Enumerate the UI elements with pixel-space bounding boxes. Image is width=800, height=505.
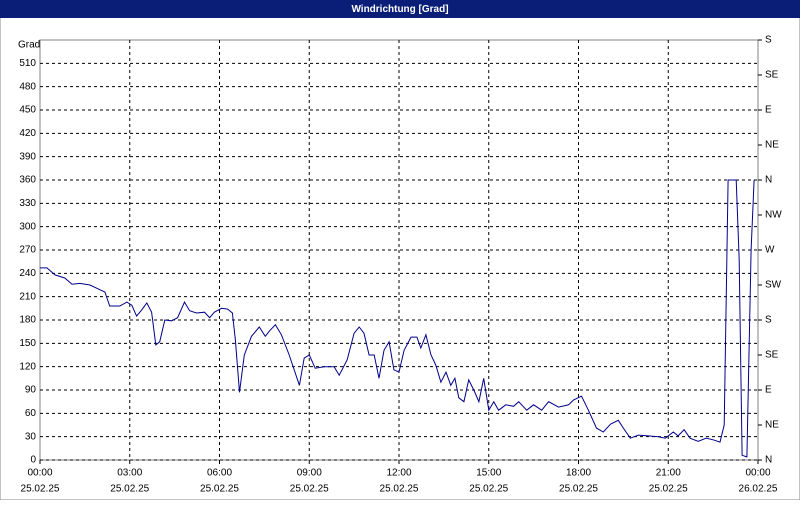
y-tick-label: 330: [19, 198, 36, 209]
y-tick-label: 240: [19, 268, 36, 279]
x-tick-date: 25.02.25: [469, 484, 508, 495]
y-tick-label: 390: [19, 151, 36, 162]
x-tick-date: 25.02.25: [559, 484, 598, 495]
y2-tick-label: S: [765, 35, 772, 46]
x-tick-date: 25.02.25: [110, 484, 149, 495]
x-tick-label: 21:00: [656, 468, 681, 479]
x-tick-label: 06:00: [207, 468, 232, 479]
y2-tick-label: W: [765, 245, 775, 256]
y2-tick-label: SE: [765, 70, 779, 81]
y-tick-label: 90: [25, 385, 37, 396]
data-line: [40, 179, 755, 458]
y2-tick-label: NE: [765, 420, 779, 431]
y-tick-label: 450: [19, 105, 36, 116]
y-tick-label: 30: [25, 431, 37, 442]
title-bar: [0, 0, 800, 18]
y-tick-label: 300: [19, 221, 36, 232]
x-tick-date: 25.02.25: [649, 484, 688, 495]
x-tick-label: 12:00: [386, 468, 411, 479]
y2-tick-label: NE: [765, 140, 779, 151]
y-tick-label: 180: [19, 315, 36, 326]
y-tick-label: 510: [19, 58, 36, 69]
chart-title: Windrichtung [Grad]: [351, 4, 448, 15]
y-tick-label: 420: [19, 128, 36, 139]
x-tick-date: 25.02.25: [380, 484, 419, 495]
y2-tick-label: E: [765, 385, 772, 396]
y2-tick-label: SE: [765, 350, 779, 361]
y2-tick-label: E: [765, 105, 772, 116]
y-tick-label: 0: [30, 455, 36, 466]
y-tick-label: 120: [19, 361, 36, 372]
y2-tick-label: NW: [765, 210, 782, 221]
y2-tick-label: N: [765, 175, 772, 186]
x-tick-date: 25.02.25: [290, 484, 329, 495]
x-tick-date: 25.02.25: [21, 484, 60, 495]
x-tick-label: 00:00: [27, 468, 52, 479]
x-tick-label: 09:00: [297, 468, 322, 479]
x-tick-label: 15:00: [476, 468, 501, 479]
y-tick-label: 360: [19, 175, 36, 186]
x-tick-label: 00:00: [745, 468, 770, 479]
y2-tick-label: S: [765, 315, 772, 326]
x-tick-label: 18:00: [566, 468, 591, 479]
x-tick-label: 03:00: [117, 468, 142, 479]
y-axis-label: Grad: [18, 40, 40, 51]
x-tick-date: 26.02.25: [739, 484, 778, 495]
y-tick-label: 270: [19, 245, 36, 256]
y2-tick-label: SW: [765, 280, 782, 291]
y-tick-label: 210: [19, 291, 36, 302]
y-tick-label: 150: [19, 338, 36, 349]
x-tick-date: 25.02.25: [200, 484, 239, 495]
y2-tick-label: N: [765, 455, 772, 466]
y-tick-label: 60: [25, 408, 37, 419]
y-tick-label: 480: [19, 81, 36, 92]
